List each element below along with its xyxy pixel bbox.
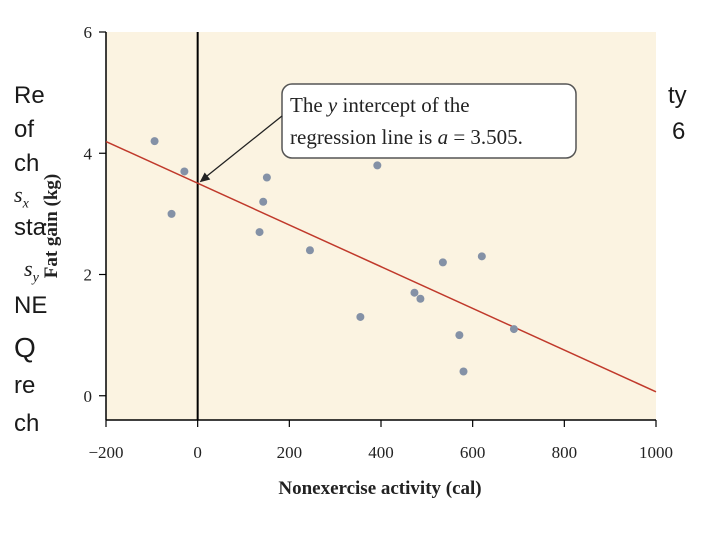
data-point	[410, 288, 419, 297]
slide-text-fragment: of	[14, 116, 35, 143]
y-tick-label: 6	[84, 23, 93, 42]
x-axis-label: Nonexercise activity (cal)	[278, 478, 481, 499]
x-tick-label: 200	[277, 443, 303, 462]
x-tick-label: 800	[552, 443, 578, 462]
y-axis-label: Fat gain (kg)	[41, 174, 62, 279]
data-point	[262, 173, 271, 182]
data-point	[167, 209, 176, 218]
slide-text-fragment: Re	[14, 82, 45, 109]
x-tick-label: 0	[193, 443, 202, 462]
data-point	[455, 331, 464, 340]
x-tick-label: −200	[88, 443, 123, 462]
data-point	[477, 252, 486, 261]
data-point	[259, 197, 268, 206]
y-tick-label: 0	[84, 387, 93, 406]
y-tick-label: 2	[84, 266, 93, 285]
data-point	[356, 312, 365, 321]
annotation-box	[281, 83, 577, 159]
x-tick-label: 400	[368, 443, 394, 462]
data-point	[255, 228, 264, 237]
slide-text-fragment: ch	[14, 150, 40, 177]
slide-text-fragment: re	[14, 372, 36, 399]
annotation-arrow	[201, 115, 283, 181]
slide-text-fragment: NE	[14, 292, 48, 319]
data-point	[180, 167, 189, 176]
data-point	[438, 258, 447, 267]
slide-text-fragment: Q	[14, 332, 36, 363]
data-point	[459, 367, 468, 376]
data-point	[305, 246, 314, 255]
slide-math-sx: sx	[14, 182, 29, 212]
annotation-arrowhead	[199, 172, 211, 183]
data-point	[509, 325, 518, 334]
x-tick-label: 1000	[639, 443, 673, 462]
data-point	[373, 161, 382, 170]
slide-text-fragment: ch	[14, 410, 40, 437]
slide-text-fragment: ty	[668, 82, 687, 109]
slide-math-sy: sy	[24, 256, 39, 286]
data-point	[150, 137, 159, 146]
y-tick-label: 4	[84, 144, 93, 163]
annotation-line1: The y intercept of the	[290, 93, 470, 117]
data-point	[416, 294, 425, 303]
slide-text-fragment: 6	[672, 118, 686, 145]
annotation-line2: regression line is a = 3.505.	[290, 125, 523, 149]
slide-text-fragment: sta	[14, 214, 47, 241]
x-tick-label: 600	[460, 443, 486, 462]
regression-line	[105, 140, 657, 393]
